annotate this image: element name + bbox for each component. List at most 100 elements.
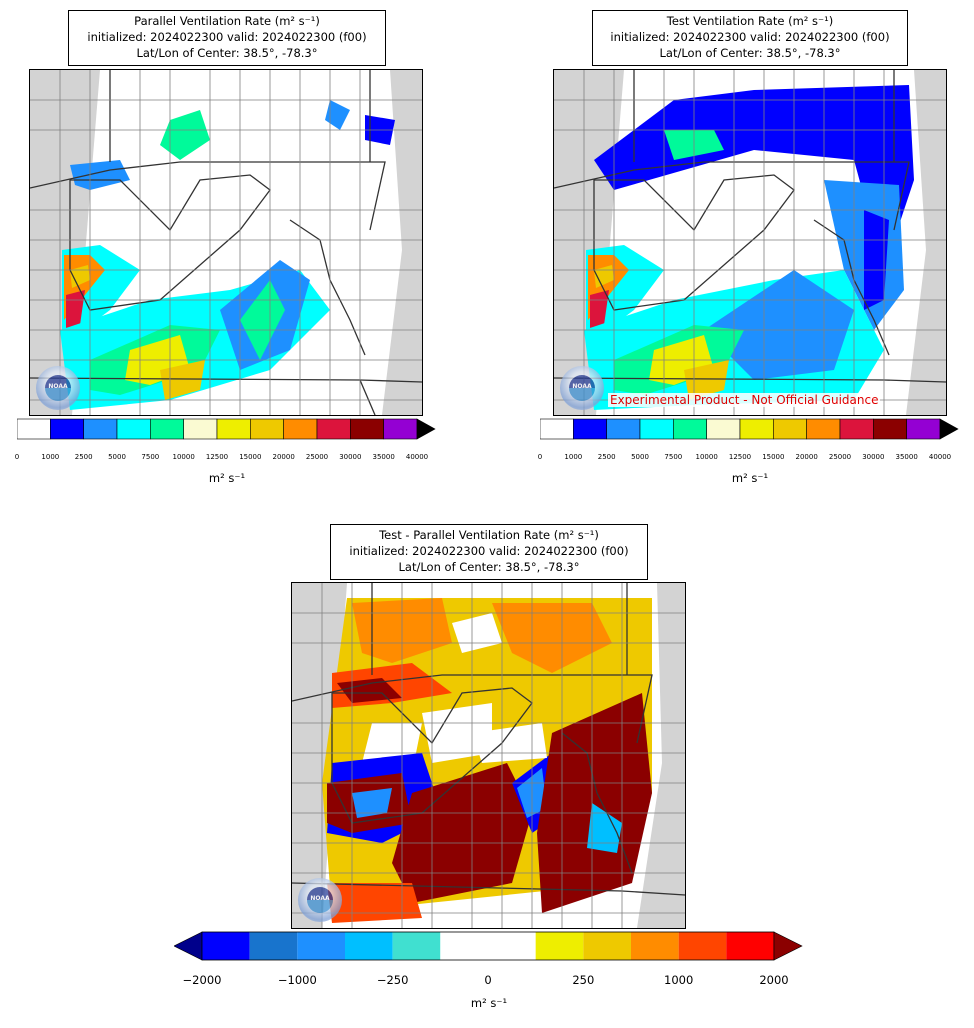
colorbar-swatch — [639, 418, 674, 440]
title-line-2: initialized: 2024022300 valid: 202402230… — [349, 544, 629, 558]
colorbar-swatch — [488, 932, 536, 960]
colorbar-tick: 12500 — [728, 453, 752, 461]
panel-test-colorbar — [539, 418, 960, 440]
colorbar-tick: 20000 — [272, 453, 295, 461]
colorbar-swatch — [773, 418, 807, 440]
title-line-1: Test Ventilation Rate (m² s⁻¹) — [666, 14, 834, 28]
colorbar-tick: 15000 — [239, 453, 262, 461]
colorbar-tick: 5000 — [631, 453, 649, 461]
colorbar-tick: 7500 — [664, 453, 683, 461]
colorbar-swatch — [83, 418, 118, 440]
colorbar-swatch — [606, 418, 641, 440]
colorbar-tick: 40000 — [928, 453, 952, 461]
noaa-seal: NOAA — [298, 878, 342, 922]
colorbar-swatch — [297, 932, 345, 960]
colorbar-tick: 7500 — [141, 453, 160, 461]
test-map-svg — [554, 70, 946, 415]
colorbar-tick: 15000 — [762, 453, 785, 461]
title-line-3: Lat/Lon of Center: 38.5°, -78.3° — [136, 46, 318, 60]
colorbar-swatch — [150, 418, 184, 440]
seal-text: NOAA — [310, 895, 330, 902]
colorbar-swatch — [183, 418, 218, 440]
colorbar-tick: 0 — [484, 973, 492, 987]
colorbar-extend-arrow — [939, 418, 959, 440]
colorbar-swatch — [383, 418, 418, 440]
colorbar-swatch — [906, 418, 941, 440]
colorbar-tick: 10000 — [695, 453, 718, 461]
colorbar-swatch — [50, 418, 84, 440]
colorbar-tick: 0 — [537, 453, 543, 461]
colorbar-tick: 1000 — [41, 453, 60, 461]
colorbar-swatch — [706, 418, 741, 440]
colorbar-tick-labels: 0 1000 2500 5000 7500 10000 12500 15000 20000 250… — [537, 453, 960, 463]
colorbar-swatch — [535, 932, 584, 960]
colorbar-tick: 20000 — [795, 453, 818, 461]
colorbar-tick: 1000 — [564, 453, 583, 461]
difference-map-svg — [292, 583, 685, 928]
title-line-3: Lat/Lon of Center: 38.5°, -78.3° — [398, 560, 580, 574]
colorbar-tick: 30000 — [862, 453, 885, 461]
title-line-1: Parallel Ventilation Rate (m² s⁻¹) — [134, 14, 320, 28]
panel-test-title: Test Ventilation Rate (m² s⁻¹) initializ… — [592, 10, 908, 66]
colorbar-swatches — [539, 418, 959, 440]
colorbar-tick: 1000 — [664, 973, 694, 987]
colorbar-tick-labels: −2000 −1000 −250 0 250 1000 2000 — [174, 973, 804, 989]
title-line-3: Lat/Lon of Center: 38.5°, -78.3° — [659, 46, 841, 60]
colorbar-swatches — [16, 418, 436, 440]
panel-difference-colorbar — [173, 931, 804, 961]
colorbar-swatch — [726, 932, 774, 960]
colorbar-swatch — [673, 418, 707, 440]
colorbar-tick: 35000 — [372, 453, 395, 461]
colorbar-swatch — [249, 932, 298, 960]
panel-difference-map — [291, 582, 686, 929]
panel-parallel-title: Parallel Ventilation Rate (m² s⁻¹) initi… — [68, 10, 386, 66]
colorbar-tick: 25000 — [305, 453, 329, 461]
colorbar-tick: 0 — [14, 453, 20, 461]
colorbar-swatch — [573, 418, 607, 440]
colorbar-swatch — [539, 418, 574, 440]
colorbar-swatch — [316, 418, 351, 440]
colorbar-swatch — [116, 418, 151, 440]
colorbar-swatch — [873, 418, 907, 440]
colorbar-swatch — [583, 932, 631, 960]
panel-parallel-colorbar — [16, 418, 437, 440]
colorbar-tick: 2500 — [597, 453, 616, 461]
colorbar-tick: 12500 — [205, 453, 229, 461]
colorbar-swatch — [631, 932, 679, 960]
colorbar-swatch — [216, 418, 251, 440]
colorbar-swatch — [839, 418, 874, 440]
colorbar-swatch — [250, 418, 284, 440]
colorbar-swatch — [678, 932, 727, 960]
colorbar-extend-high — [773, 931, 803, 961]
panel-test-map — [553, 69, 947, 416]
colorbar-extend-low — [173, 931, 203, 961]
colorbar-swatch — [16, 418, 51, 440]
panel-parallel-map — [29, 69, 423, 416]
colorbar-swatch — [350, 418, 384, 440]
colorbar-unit-label: m² s⁻¹ — [208, 471, 246, 485]
colorbar-swatch — [739, 418, 774, 440]
noaa-seal: NOAA — [36, 366, 80, 410]
title-line-2: initialized: 2024022300 valid: 202402230… — [610, 30, 890, 44]
colorbar-tick: 35000 — [895, 453, 918, 461]
title-line-1: Test - Parallel Ventilation Rate (m² s⁻¹… — [379, 528, 599, 542]
seal-text: NOAA — [572, 383, 592, 390]
colorbar-swatch — [345, 932, 393, 960]
colorbar-tick: 2500 — [74, 453, 93, 461]
colorbar-tick: −250 — [376, 973, 409, 987]
colorbar-tick: 5000 — [108, 453, 126, 461]
colorbar-unit-label: m² s⁻¹ — [470, 996, 508, 1010]
colorbar-swatch — [392, 932, 441, 960]
colorbar-swatch — [283, 418, 318, 440]
colorbar-tick: 10000 — [172, 453, 195, 461]
parallel-map-svg — [30, 70, 422, 415]
noaa-seal: NOAA — [560, 366, 604, 410]
colorbar-tick: −1000 — [277, 973, 317, 987]
colorbar-unit-label: m² s⁻¹ — [731, 471, 769, 485]
colorbar-tick-labels: 0 1000 2500 5000 7500 10000 12500 15000 20000 250… — [14, 453, 437, 463]
colorbar-tick: −2000 — [182, 973, 222, 987]
colorbar-swatch — [440, 932, 488, 960]
colorbar-swatch — [202, 932, 250, 960]
seal-text: NOAA — [48, 383, 68, 390]
experimental-watermark: Experimental Product - Not Official Guid… — [608, 393, 881, 407]
